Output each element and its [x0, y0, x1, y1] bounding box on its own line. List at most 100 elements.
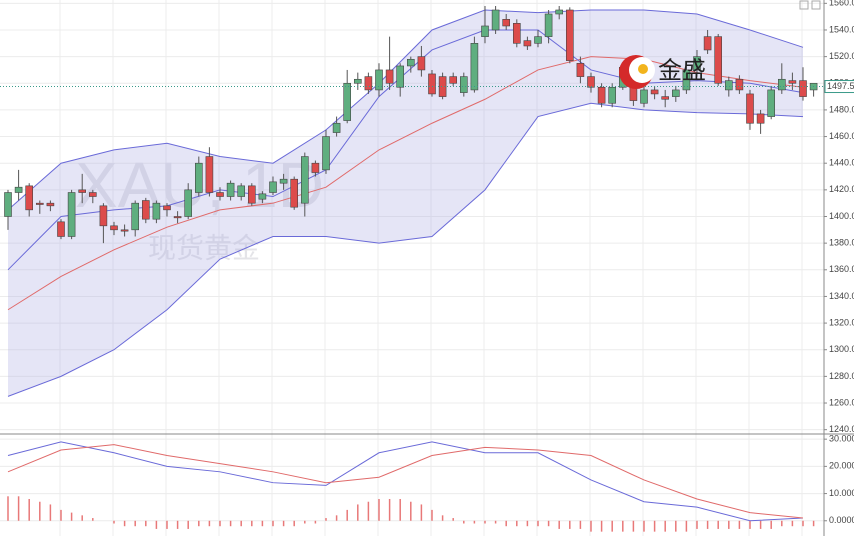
candle-body — [226, 182, 235, 197]
candle-body — [205, 156, 214, 193]
candle-body — [576, 62, 585, 77]
candle-body — [142, 200, 150, 220]
candle-body — [671, 89, 680, 97]
candle-body — [682, 69, 691, 91]
band-line — [7, 9, 804, 211]
candle-body — [459, 76, 468, 93]
last-price-box — [824, 80, 854, 94]
y-tick-label: 1520.00 — [829, 51, 854, 61]
candle-body — [544, 13, 553, 37]
candle-body — [565, 9, 574, 61]
candle-body — [258, 193, 267, 200]
candle-body — [99, 205, 108, 227]
candle-body — [481, 25, 489, 37]
candle-body — [714, 36, 723, 84]
y-tick-label: 1460.00 — [829, 131, 854, 141]
candle-body — [4, 192, 12, 217]
y-tick-label: 30.0000 — [829, 434, 854, 444]
candle-body — [89, 192, 97, 197]
candle-body — [756, 113, 765, 124]
candle-body — [608, 86, 617, 104]
candle-body — [78, 189, 86, 193]
candle-body — [311, 162, 320, 173]
y-tick-label: 1340.00 — [829, 291, 854, 301]
candle-body — [438, 76, 447, 97]
candle-body — [300, 156, 309, 204]
y-tick-label: 20.0000 — [829, 461, 854, 471]
y-tick-label: 1280.00 — [829, 371, 854, 381]
candle-body — [693, 56, 701, 71]
indicator-line — [7, 444, 804, 519]
y-tick-label: 1360.00 — [829, 264, 854, 274]
candle-body — [491, 9, 500, 31]
candle-body — [25, 185, 34, 211]
candle-body — [353, 78, 362, 84]
candle-body — [173, 216, 182, 219]
icon[interactable] — [799, 0, 809, 10]
y-tick-label: 1240.00 — [829, 424, 854, 434]
candle-body — [152, 202, 161, 220]
candle-body — [375, 69, 383, 91]
indicator-line — [7, 441, 804, 522]
candle-body — [110, 225, 118, 231]
y-tick-label: 1260.00 — [829, 397, 854, 407]
candle-body — [396, 65, 405, 88]
candle-body — [248, 185, 256, 204]
y-tick-label: 1400.00 — [829, 211, 854, 221]
band-line — [7, 29, 804, 271]
candle-body — [428, 73, 436, 95]
candle-body — [216, 192, 224, 197]
candle-body — [35, 202, 44, 205]
candle-body — [163, 205, 171, 211]
watermark-sub: 现货黄金 — [148, 232, 260, 263]
candle-body — [746, 93, 754, 124]
band-line — [7, 56, 804, 311]
candle-body — [735, 78, 744, 91]
candle-body — [597, 86, 606, 104]
candle-body — [799, 80, 807, 97]
icon[interactable] — [811, 0, 821, 10]
y-tick-label: 0.0000 — [829, 515, 854, 525]
y-tick-label: 1480.00 — [829, 104, 854, 114]
candle-body — [120, 229, 129, 232]
y-tick-label: 1320.00 — [829, 317, 854, 327]
band-fill — [8, 9, 803, 397]
candle-body — [46, 202, 55, 207]
candle-body — [523, 40, 532, 47]
candle-body — [57, 221, 65, 237]
candle-body — [470, 42, 479, 91]
logo-dot — [638, 64, 648, 74]
candle-body — [534, 36, 542, 44]
y-tick-label: 1300.00 — [829, 344, 854, 354]
candle-body — [269, 181, 277, 193]
candle-body — [449, 76, 458, 84]
candle-body — [67, 192, 76, 237]
candle-body — [364, 76, 373, 91]
candle-body — [703, 36, 712, 51]
candle-body — [343, 82, 352, 121]
candle-body — [417, 56, 426, 71]
candle-body — [640, 89, 648, 104]
candle-body — [788, 80, 797, 84]
y-tick-label: 10.0000 — [829, 488, 854, 498]
y-tick-label: 1420.00 — [829, 184, 854, 194]
window-icons[interactable] — [799, 0, 821, 10]
candle-body — [385, 69, 394, 84]
grid — [0, 0, 824, 536]
candle-body — [555, 9, 564, 15]
candle-body — [661, 96, 670, 100]
candle-body — [14, 186, 23, 193]
candle-body — [512, 23, 521, 44]
y-tick-label: 1540.00 — [829, 24, 854, 34]
y-tick-label: 1560.00 — [829, 0, 854, 8]
candle-body — [290, 178, 299, 208]
candle-body — [184, 189, 192, 217]
candle-body — [131, 202, 139, 231]
candle-body — [724, 80, 733, 91]
last-price-label: 1497.56 — [827, 81, 854, 91]
candle-body — [777, 78, 786, 91]
candle-body — [406, 58, 415, 67]
